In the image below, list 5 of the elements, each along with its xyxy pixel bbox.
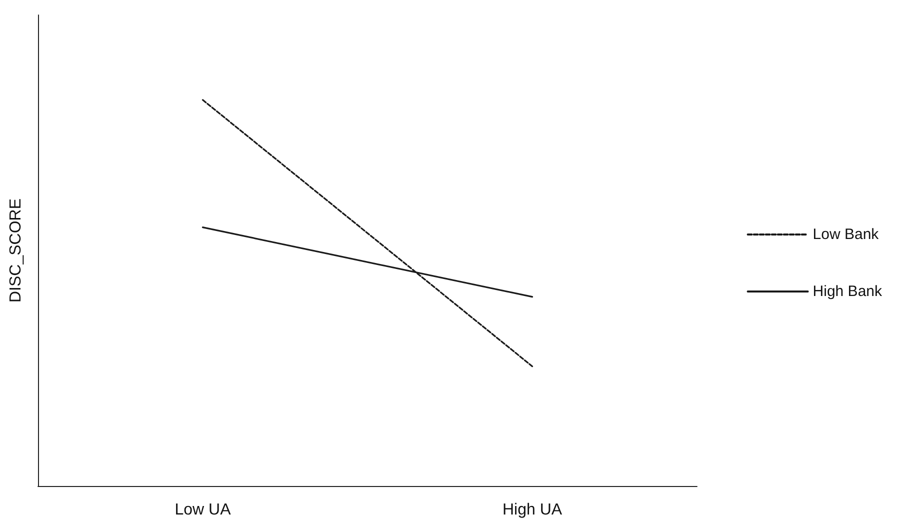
- legend-label: Low Bank: [812, 226, 880, 243]
- x-tick-label: Low UA: [174, 502, 232, 518]
- x-tick-label: High UA: [502, 502, 562, 518]
- legend-label: High Bank: [812, 283, 882, 300]
- y-axis-title: DISC_SCORE: [8, 198, 24, 303]
